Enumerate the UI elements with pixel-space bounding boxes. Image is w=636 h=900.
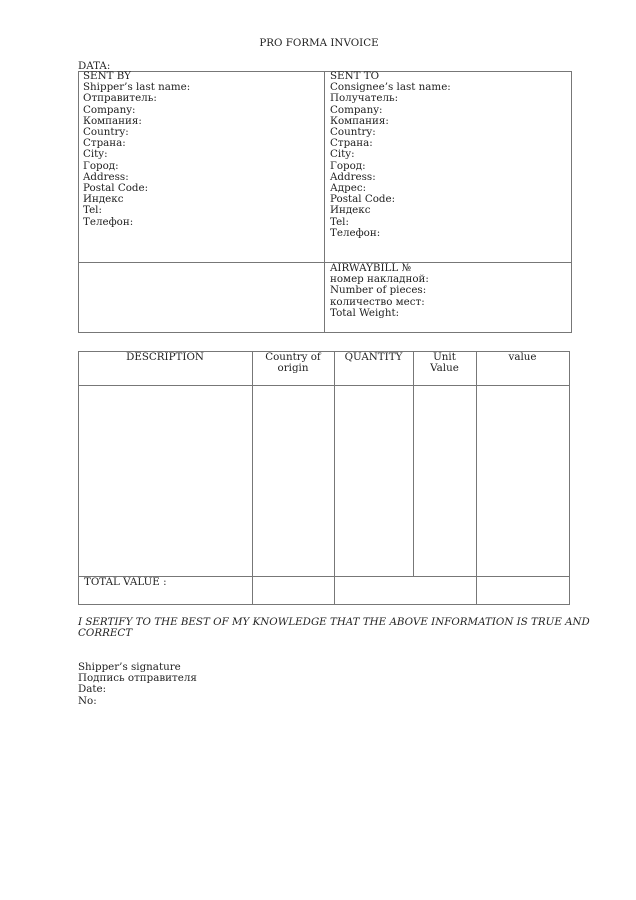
signature-line: No: <box>78 694 97 707</box>
sent-by-field: Company: <box>83 103 136 116</box>
page-title: PRO FORMA INVOICE <box>259 37 379 49</box>
header-line: Unit <box>433 351 456 363</box>
sent-by-field: Страна: <box>83 137 126 150</box>
sent-to-field: Получатель: <box>330 92 399 105</box>
header-unit-value: Unit Value <box>413 351 476 375</box>
data-label: DATA: <box>78 60 111 72</box>
sent-by-field: Tel: <box>83 204 102 217</box>
sent-to-field: Company: <box>330 103 383 116</box>
certification-line: CORRECT <box>78 627 133 640</box>
table-total-divider <box>78 576 570 577</box>
shipment-field: номер накладной: <box>330 273 429 286</box>
sent-by-heading: SENT BY <box>83 70 131 82</box>
total-value-label: TOTAL VALUE : <box>84 576 167 588</box>
sent-by-field: Postal Code: <box>83 182 149 195</box>
column-divider <box>252 351 253 605</box>
header-line: Value <box>430 362 459 375</box>
sent-to-field: Адрес: <box>330 182 367 195</box>
sent-to-field: Consignee’s last name: <box>330 81 451 94</box>
sent-by-field: Address: <box>83 170 129 183</box>
address-row-divider <box>78 262 572 263</box>
signature-line: Shipper’s signature <box>78 661 181 673</box>
sent-by-field: Компания: <box>83 114 142 127</box>
sent-to-field: Tel: <box>330 215 349 228</box>
sent-by-field: Индекс <box>83 193 124 206</box>
signature-line: Подпись отправителя <box>78 672 197 685</box>
sent-by-field: Country: <box>83 126 129 139</box>
header-line: origin <box>277 362 309 375</box>
address-box <box>78 71 572 333</box>
shipment-field: AIRWAYBILL № <box>330 262 412 274</box>
column-divider <box>476 351 477 605</box>
column-divider <box>413 351 414 576</box>
header-value: value <box>508 351 537 363</box>
sent-to-heading: SENT TO <box>330 70 380 82</box>
table-header-divider <box>78 385 570 386</box>
shipment-field: Total Weight: <box>330 306 400 319</box>
header-line: Country of <box>265 351 321 363</box>
sent-to-field: Телефон: <box>330 226 381 239</box>
sent-by-field: Отправитель: <box>83 92 157 105</box>
sent-by-field: City: <box>83 148 108 161</box>
sent-by-field: Телефон: <box>83 215 134 228</box>
sent-to-field: Address: <box>330 170 376 183</box>
goods-table <box>78 351 570 605</box>
sent-to-field: Страна: <box>330 137 373 150</box>
sent-to-field: Postal Code: <box>330 193 396 206</box>
sent-to-field: Country: <box>330 126 376 139</box>
sent-by-field: Shipper’s last name: <box>83 81 191 94</box>
header-quantity: QUANTITY <box>344 351 403 363</box>
sent-by-section: SENT BY Shipper’s last name: Отправитель… <box>83 70 191 228</box>
sent-to-section: SENT TO Consignee’s last name: Получател… <box>330 70 451 239</box>
address-divider <box>324 71 325 333</box>
signature-line: Date: <box>78 683 107 696</box>
certification-line: I SERTIFY TO THE BEST OF MY KNOWLEDGE TH… <box>78 616 590 628</box>
sent-to-field: Компания: <box>330 114 389 127</box>
sent-by-field: Город: <box>83 159 119 172</box>
column-divider <box>334 351 335 605</box>
shipment-field: Number of pieces: <box>330 284 427 297</box>
sent-to-field: City: <box>330 148 355 161</box>
certification-statement: I SERTIFY TO THE BEST OF MY KNOWLEDGE TH… <box>78 616 590 640</box>
sent-to-field: Город: <box>330 159 366 172</box>
shipment-field: количество мест: <box>330 295 425 308</box>
signature-block: Shipper’s signature Подпись отправителя … <box>78 661 197 707</box>
header-description: DESCRIPTION <box>126 351 204 363</box>
shipment-section: AIRWAYBILL № номер накладной: Number of … <box>330 262 429 319</box>
sent-to-field: Индекс <box>330 204 371 217</box>
header-country-of-origin: Country of origin <box>252 351 334 375</box>
